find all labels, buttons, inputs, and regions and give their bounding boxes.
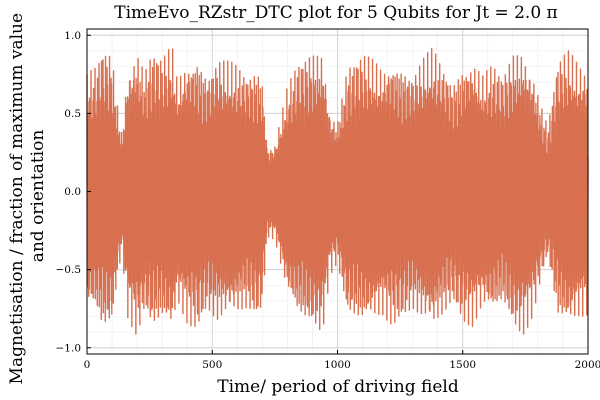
series-line <box>86 47 589 335</box>
x-tick-label: 2000 <box>575 359 600 371</box>
series-group <box>86 47 589 335</box>
y-tick-label: 0.0 <box>64 186 81 198</box>
x-tick-label: 1000 <box>324 359 351 371</box>
x-tick-label: 0 <box>84 359 91 371</box>
x-tick-label: 1500 <box>449 359 476 371</box>
y-tick-label: −1.0 <box>56 342 82 354</box>
x-tick-label: 500 <box>202 359 222 371</box>
y-axis-label-line-1: Magnetisation / fraction of maximum valu… <box>7 13 27 384</box>
chart-title: TimeEvo_RZstr_DTC plot for 5 Qubits for … <box>114 3 557 23</box>
x-axis-label: Time/ period of driving field <box>217 377 459 397</box>
y-axis-label-line-2: and orientation <box>28 130 48 263</box>
y-tick-label: −0.5 <box>56 264 82 276</box>
y-axis-label: Magnetisation / fraction of maximum valu… <box>7 8 48 385</box>
ticks: 0 500 1000 1500 2000 −1.0 −0.5 0.0 0.5 1.0 <box>56 30 600 371</box>
y-tick-label: 1.0 <box>64 30 81 42</box>
y-tick-label: 0.5 <box>64 108 81 120</box>
